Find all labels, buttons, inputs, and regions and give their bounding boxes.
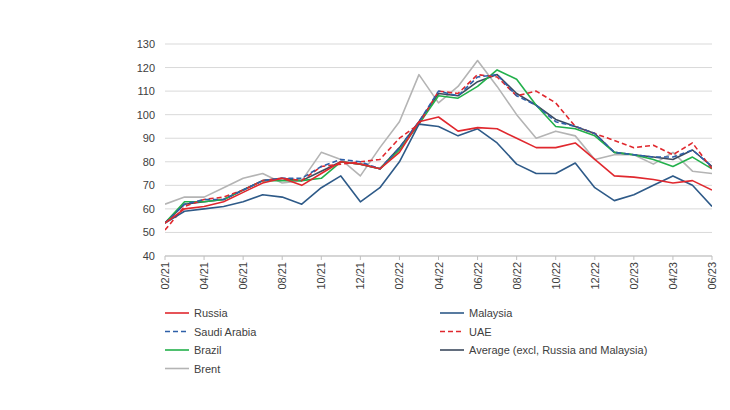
y-tick-label: 130 xyxy=(137,38,155,50)
series-line xyxy=(165,60,712,204)
grid-line xyxy=(165,114,712,115)
x-tick-label: 06/21 xyxy=(237,262,249,290)
x-tick-label: 04/23 xyxy=(667,262,679,290)
legend-label: Russia xyxy=(194,307,229,319)
series-line xyxy=(165,75,712,230)
grid-line xyxy=(165,232,712,233)
y-tick-label: 40 xyxy=(143,250,155,262)
grid-line xyxy=(165,67,712,68)
grid-line xyxy=(165,185,712,186)
x-tick-label: 10/22 xyxy=(550,262,562,290)
plot-area xyxy=(165,60,712,230)
x-tick xyxy=(672,256,673,260)
legend-swatch xyxy=(440,331,464,333)
x-tick xyxy=(243,256,244,260)
x-tick xyxy=(712,256,713,260)
legend-label: Average (excl, Russia and Malaysia) xyxy=(469,344,647,356)
x-tick xyxy=(594,256,595,260)
x-tick xyxy=(399,256,400,260)
legend-label: Saudi Arabia xyxy=(194,326,257,338)
legend-swatch xyxy=(440,312,464,314)
x-tick-label: 04/22 xyxy=(433,262,445,290)
x-tick-label: 10/21 xyxy=(315,262,327,290)
x-tick-label: 12/21 xyxy=(354,262,366,290)
x-tick-label: 08/22 xyxy=(511,262,523,290)
legend-label: UAE xyxy=(469,326,492,338)
x-tick xyxy=(438,256,439,260)
x-tick xyxy=(555,256,556,260)
legend-swatch xyxy=(165,349,189,351)
series-line xyxy=(165,75,712,223)
legend-swatch xyxy=(165,331,189,333)
x-tick-label: 12/22 xyxy=(589,262,601,290)
x-tick-label: 04/21 xyxy=(198,262,210,290)
legend-swatch xyxy=(165,368,189,370)
x-tick xyxy=(282,256,283,260)
y-tick-label: 80 xyxy=(143,156,155,168)
legend-swatch xyxy=(165,312,189,314)
y-tick-label: 60 xyxy=(143,203,155,215)
y-tick-label: 100 xyxy=(137,109,155,121)
y-tick-label: 120 xyxy=(137,62,155,74)
x-tick xyxy=(321,256,322,260)
x-tick-label: 02/22 xyxy=(393,262,405,290)
legend-label: Brazil xyxy=(194,344,222,356)
y-tick-label: 90 xyxy=(143,132,155,144)
legend-label: Malaysia xyxy=(469,307,513,319)
grid-line xyxy=(165,161,712,162)
x-tick xyxy=(633,256,634,260)
x-tick-label: 06/23 xyxy=(706,262,718,290)
x-tick-label: 08/21 xyxy=(276,262,288,290)
x-tick xyxy=(360,256,361,260)
y-tick-label: 50 xyxy=(143,226,155,238)
series-line xyxy=(165,117,712,223)
chart: 40 50 60 70 80 90 100 110 120 130 02/21 04/21 06/21 0… xyxy=(0,0,730,410)
x-tick xyxy=(165,256,166,260)
x-tick-label: 06/22 xyxy=(472,262,484,290)
legend-swatch xyxy=(440,349,464,351)
x-tick xyxy=(477,256,478,260)
series-line xyxy=(165,124,712,223)
x-tick-label: 02/21 xyxy=(159,262,171,290)
legend-label: Brent xyxy=(194,363,220,375)
x-tick xyxy=(204,256,205,260)
x-tick-label: 02/23 xyxy=(628,262,640,290)
grid-line xyxy=(165,208,712,209)
y-tick-label: 70 xyxy=(143,179,155,191)
y-tick-label: 110 xyxy=(137,85,155,97)
x-tick xyxy=(516,256,517,260)
background xyxy=(0,0,730,410)
grid-line xyxy=(165,44,712,45)
grid-line xyxy=(165,138,712,139)
